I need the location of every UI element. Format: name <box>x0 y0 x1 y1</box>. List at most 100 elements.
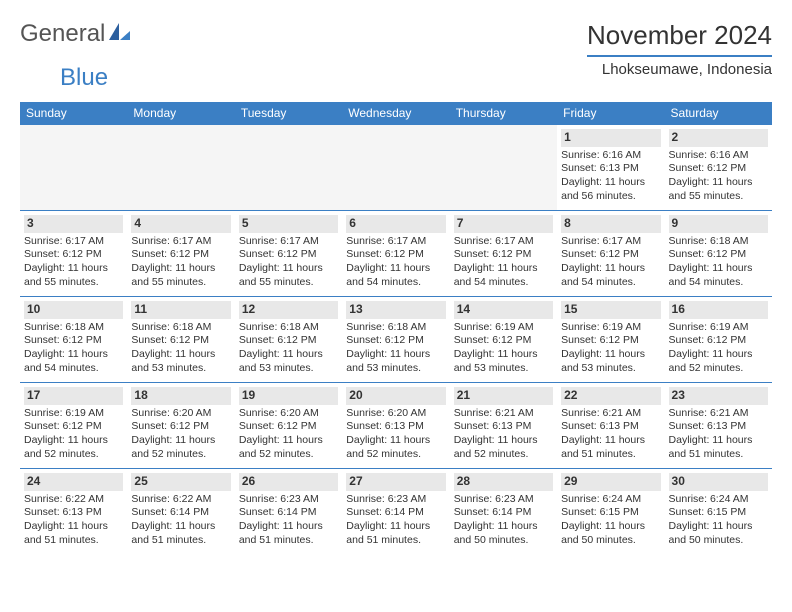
day-info: Sunrise: 6:23 AMSunset: 6:14 PMDaylight:… <box>346 493 445 548</box>
day-info: Sunrise: 6:19 AMSunset: 6:12 PMDaylight:… <box>24 407 123 462</box>
day-number: 3 <box>24 215 123 233</box>
day-info: Sunrise: 6:18 AMSunset: 6:12 PMDaylight:… <box>239 321 338 376</box>
day-number: 10 <box>24 301 123 319</box>
day-info: Sunrise: 6:16 AMSunset: 6:13 PMDaylight:… <box>561 149 660 204</box>
calendar-day <box>450 125 557 211</box>
calendar-day: 3 Sunrise: 6:17 AMSunset: 6:12 PMDaylight… <box>20 211 127 297</box>
day-info: Sunrise: 6:24 AMSunset: 6:15 PMDaylight:… <box>561 493 660 548</box>
month-title: November 2024 <box>587 20 772 57</box>
calendar-day: 21 Sunrise: 6:21 AMSunset: 6:13 PMDayligh… <box>450 383 557 469</box>
day-number: 8 <box>561 215 660 233</box>
day-info: Sunrise: 6:21 AMSunset: 6:13 PMDaylight:… <box>669 407 768 462</box>
calendar-day: 24 Sunrise: 6:22 AMSunset: 6:13 PMDayligh… <box>20 469 127 555</box>
day-info: Sunrise: 6:19 AMSunset: 6:12 PMDaylight:… <box>561 321 660 376</box>
day-number: 9 <box>669 215 768 233</box>
day-number: 14 <box>454 301 553 319</box>
calendar-day: 8 Sunrise: 6:17 AMSunset: 6:12 PMDaylight… <box>557 211 664 297</box>
day-number: 24 <box>24 473 123 491</box>
calendar-day: 4 Sunrise: 6:17 AMSunset: 6:12 PMDaylight… <box>127 211 234 297</box>
calendar-day <box>342 125 449 211</box>
col-header: Saturday <box>665 102 772 125</box>
day-number: 2 <box>669 129 768 147</box>
day-info: Sunrise: 6:17 AMSunset: 6:12 PMDaylight:… <box>561 235 660 290</box>
sail-icon <box>109 23 131 46</box>
calendar-day: 15 Sunrise: 6:19 AMSunset: 6:12 PMDayligh… <box>557 297 664 383</box>
calendar-day: 30 Sunrise: 6:24 AMSunset: 6:15 PMDayligh… <box>665 469 772 555</box>
calendar-day: 7 Sunrise: 6:17 AMSunset: 6:12 PMDaylight… <box>450 211 557 297</box>
day-number: 7 <box>454 215 553 233</box>
calendar-day: 22 Sunrise: 6:21 AMSunset: 6:13 PMDayligh… <box>557 383 664 469</box>
day-info: Sunrise: 6:19 AMSunset: 6:12 PMDaylight:… <box>454 321 553 376</box>
logo: General <box>20 20 133 48</box>
day-number: 25 <box>131 473 230 491</box>
logo-word2: Blue <box>60 64 108 92</box>
day-number: 11 <box>131 301 230 319</box>
calendar-day: 27 Sunrise: 6:23 AMSunset: 6:14 PMDayligh… <box>342 469 449 555</box>
day-number: 28 <box>454 473 553 491</box>
day-info: Sunrise: 6:17 AMSunset: 6:12 PMDaylight:… <box>454 235 553 290</box>
day-info: Sunrise: 6:23 AMSunset: 6:14 PMDaylight:… <box>239 493 338 548</box>
day-info: Sunrise: 6:18 AMSunset: 6:12 PMDaylight:… <box>669 235 768 290</box>
day-number: 21 <box>454 387 553 405</box>
day-info: Sunrise: 6:20 AMSunset: 6:13 PMDaylight:… <box>346 407 445 462</box>
day-info: Sunrise: 6:17 AMSunset: 6:12 PMDaylight:… <box>131 235 230 290</box>
col-header: Sunday <box>20 102 127 125</box>
day-info: Sunrise: 6:17 AMSunset: 6:12 PMDaylight:… <box>239 235 338 290</box>
calendar-week: 3 Sunrise: 6:17 AMSunset: 6:12 PMDaylight… <box>20 211 772 297</box>
day-info: Sunrise: 6:22 AMSunset: 6:13 PMDaylight:… <box>24 493 123 548</box>
calendar-day <box>20 125 127 211</box>
calendar-week: 1 Sunrise: 6:16 AMSunset: 6:13 PMDaylight… <box>20 125 772 211</box>
calendar-day: 23 Sunrise: 6:21 AMSunset: 6:13 PMDayligh… <box>665 383 772 469</box>
calendar-day: 13Sunrise: 6:18 AMSunset: 6:12 PMDayligh… <box>342 297 449 383</box>
day-number: 27 <box>346 473 445 491</box>
day-number: 13 <box>346 301 445 319</box>
day-number: 6 <box>346 215 445 233</box>
day-number: 17 <box>24 387 123 405</box>
day-info: Sunrise: 6:18 AMSunset: 6:12 PMDaylight:… <box>24 321 123 376</box>
day-info: Sunrise: 6:19 AMSunset: 6:12 PMDaylight:… <box>669 321 768 376</box>
day-info: Sunrise: 6:17 AMSunset: 6:12 PMDaylight:… <box>24 235 123 290</box>
location: Lhokseumawe, Indonesia <box>587 61 772 78</box>
calendar-day: 14 Sunrise: 6:19 AMSunset: 6:12 PMDayligh… <box>450 297 557 383</box>
calendar-header-row: SundayMondayTuesdayWednesdayThursdayFrid… <box>20 102 772 125</box>
calendar-day: 6 Sunrise: 6:17 AMSunset: 6:12 PMDaylight… <box>342 211 449 297</box>
day-number: 29 <box>561 473 660 491</box>
calendar-day <box>127 125 234 211</box>
day-info: Sunrise: 6:17 AMSunset: 6:12 PMDaylight:… <box>346 235 445 290</box>
day-number: 20 <box>346 387 445 405</box>
calendar-day: 28 Sunrise: 6:23 AMSunset: 6:14 PMDayligh… <box>450 469 557 555</box>
calendar-day: 10 Sunrise: 6:18 AMSunset: 6:12 PMDayligh… <box>20 297 127 383</box>
day-info: Sunrise: 6:23 AMSunset: 6:14 PMDaylight:… <box>454 493 553 548</box>
logo-word1: General <box>20 20 105 48</box>
calendar-day: 11 Sunrise: 6:18 AMSunset: 6:12 PMDayligh… <box>127 297 234 383</box>
calendar-table: SundayMondayTuesdayWednesdayThursdayFrid… <box>20 102 772 555</box>
day-info: Sunrise: 6:16 AMSunset: 6:12 PMDaylight:… <box>669 149 768 204</box>
day-number: 15 <box>561 301 660 319</box>
day-info: Sunrise: 6:20 AMSunset: 6:12 PMDaylight:… <box>239 407 338 462</box>
day-info: Sunrise: 6:22 AMSunset: 6:14 PMDaylight:… <box>131 493 230 548</box>
day-info: Sunrise: 6:18 AMSunset: 6:12 PMDaylight:… <box>131 321 230 376</box>
day-number: 12 <box>239 301 338 319</box>
col-header: Friday <box>557 102 664 125</box>
calendar-day: 20 Sunrise: 6:20 AMSunset: 6:13 PMDayligh… <box>342 383 449 469</box>
calendar-day: 19 Sunrise: 6:20 AMSunset: 6:12 PMDayligh… <box>235 383 342 469</box>
day-info: Sunrise: 6:24 AMSunset: 6:15 PMDaylight:… <box>669 493 768 548</box>
day-number: 23 <box>669 387 768 405</box>
day-number: 19 <box>239 387 338 405</box>
title-block: November 2024 Lhokseumawe, Indonesia <box>587 20 772 78</box>
col-header: Wednesday <box>342 102 449 125</box>
day-number: 26 <box>239 473 338 491</box>
day-number: 30 <box>669 473 768 491</box>
day-number: 16 <box>669 301 768 319</box>
calendar-day: 29 Sunrise: 6:24 AMSunset: 6:15 PMDayligh… <box>557 469 664 555</box>
day-info: Sunrise: 6:21 AMSunset: 6:13 PMDaylight:… <box>561 407 660 462</box>
day-number: 5 <box>239 215 338 233</box>
col-header: Thursday <box>450 102 557 125</box>
calendar-day: 26 Sunrise: 6:23 AMSunset: 6:14 PMDayligh… <box>235 469 342 555</box>
day-number: 1 <box>561 129 660 147</box>
day-info: Sunrise: 6:21 AMSunset: 6:13 PMDaylight:… <box>454 407 553 462</box>
calendar-day: 5 Sunrise: 6:17 AMSunset: 6:12 PMDaylight… <box>235 211 342 297</box>
calendar-week: 24 Sunrise: 6:22 AMSunset: 6:13 PMDayligh… <box>20 469 772 555</box>
day-number: 4 <box>131 215 230 233</box>
day-number: 22 <box>561 387 660 405</box>
